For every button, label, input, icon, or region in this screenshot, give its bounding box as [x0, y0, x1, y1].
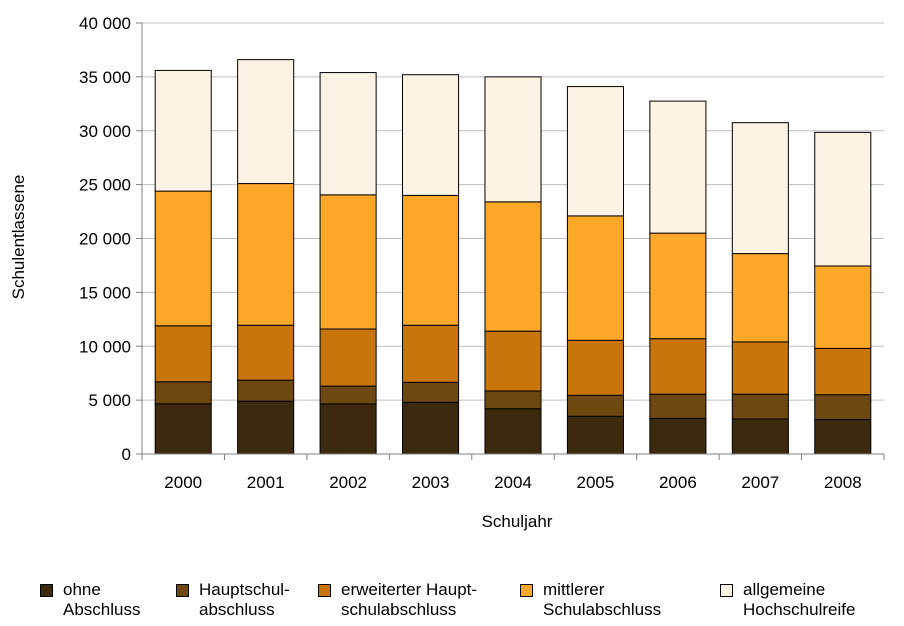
legend-item: mittlerer Schulabschluss — [520, 580, 661, 620]
y-tick-label: 15 000 — [79, 283, 131, 302]
x-axis-title: Schuljahr — [482, 512, 553, 531]
bar-segment — [484, 330, 542, 392]
x-tick-label: 2007 — [741, 473, 779, 492]
bars — [154, 59, 872, 455]
bar-segment — [319, 385, 377, 405]
bar-segment — [649, 232, 707, 340]
y-tick-label: 35 000 — [79, 68, 131, 87]
legend-swatch — [520, 584, 533, 597]
legend-item: Hauptschul- abschluss — [176, 580, 290, 620]
x-tick-label: 2000 — [164, 473, 202, 492]
bar-segment — [154, 325, 212, 383]
x-tick-label: 2001 — [247, 473, 285, 492]
bar-segment — [402, 194, 460, 326]
x-tick-label: 2003 — [412, 473, 450, 492]
bar-segment — [319, 72, 377, 196]
legend-swatch — [40, 584, 53, 597]
bar-segment — [814, 394, 872, 421]
legend: ohne Abschluss Hauptschul- abschluss erwei… — [40, 580, 900, 624]
bar-segment — [566, 394, 624, 417]
bar-segment — [566, 339, 624, 396]
y-tick-label: 20 000 — [79, 230, 131, 249]
bar-segment — [814, 419, 872, 455]
y-tick-label: 0 — [122, 445, 131, 464]
bar-segment — [237, 183, 295, 326]
bar-segment — [319, 328, 377, 387]
bar-segment — [237, 400, 295, 455]
bar-segment — [649, 417, 707, 455]
bar-segment — [731, 122, 789, 255]
y-tick-label: 25 000 — [79, 176, 131, 195]
bar-segment — [814, 265, 872, 349]
bar-segment — [402, 74, 460, 196]
bar-segment — [484, 201, 542, 332]
y-tick-label: 40 000 — [79, 14, 131, 33]
legend-label: ohne Abschluss — [63, 580, 141, 619]
bar-segment — [566, 86, 624, 217]
bar-segment — [731, 253, 789, 343]
bar-segment — [484, 408, 542, 455]
y-tick-label: 30 000 — [79, 122, 131, 141]
x-tick-label: 2005 — [577, 473, 615, 492]
legend-label: allgemeine Hochschulreife — [743, 580, 856, 619]
bar-segment — [402, 381, 460, 403]
bar-segment — [566, 415, 624, 455]
bar-segment — [237, 379, 295, 402]
x-tick-label: 2004 — [494, 473, 532, 492]
x-tick-label: 2008 — [824, 473, 862, 492]
bar-segment — [814, 131, 872, 267]
bar-segment — [402, 324, 460, 383]
bar-segment — [319, 194, 377, 330]
legend-label: mittlerer Schulabschluss — [543, 580, 662, 619]
bar-segment — [237, 59, 295, 185]
bar-segment — [154, 69, 212, 192]
chart-canvas: 0 5 000 10 000 15 000 20 000 25 000 30 000 35 0… — [9, 14, 885, 531]
bar-segment — [484, 390, 542, 410]
legend-item: allgemeine Hochschulreife — [720, 580, 855, 620]
y-axis-title: Schulentlassene — [9, 175, 28, 300]
legend-label: Hauptschul- abschluss — [199, 580, 290, 619]
legend-swatch — [720, 584, 733, 597]
bar-segment — [484, 76, 542, 203]
bar-segment — [154, 403, 212, 455]
bar-segment — [319, 403, 377, 455]
bar-segment — [154, 190, 212, 327]
legend-item: erweiterter Haupt- schulabschluss — [318, 580, 477, 620]
bar-segment — [731, 418, 789, 455]
y-tick-label: 5 000 — [88, 391, 131, 410]
bar-segment — [814, 347, 872, 396]
x-tick-label: 2006 — [659, 473, 697, 492]
bar-segment — [731, 393, 789, 420]
bar-segment — [154, 381, 212, 405]
tick-labels: 0 5 000 10 000 15 000 20 000 25 000 30 000 35 0… — [79, 14, 862, 492]
legend-swatch — [318, 584, 331, 597]
bar-segment — [731, 341, 789, 395]
y-tick-label: 10 000 — [79, 337, 131, 356]
x-tick-label: 2002 — [329, 473, 367, 492]
legend-label: erweiterter Haupt- schulabschluss — [341, 580, 478, 619]
legend-item: ohne Abschluss — [40, 580, 140, 620]
legend-swatch — [176, 584, 189, 597]
bar-segment — [402, 401, 460, 455]
bar-segment — [649, 100, 707, 234]
bar-segment — [566, 215, 624, 341]
axes — [136, 22, 885, 460]
bar-segment — [649, 393, 707, 419]
bar-segment — [649, 338, 707, 395]
bar-segment — [237, 324, 295, 381]
